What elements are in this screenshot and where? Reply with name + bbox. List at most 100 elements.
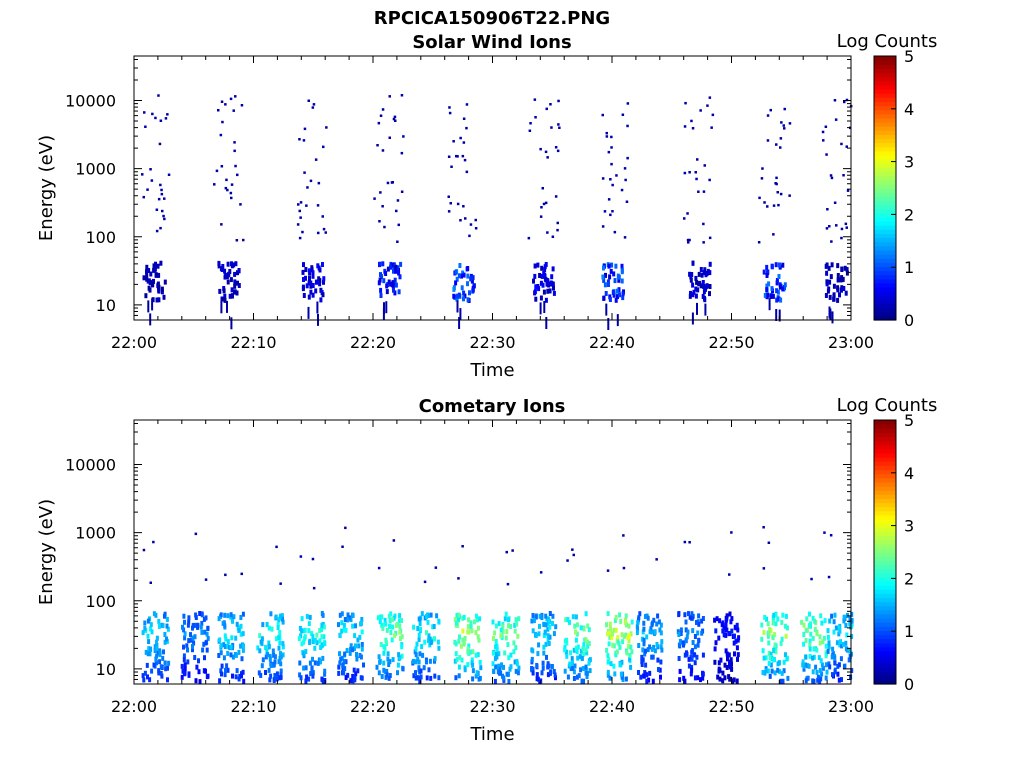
colorbar-swatch [874, 89, 896, 94]
spectrogram-cell [340, 655, 344, 661]
spectrogram-cell [782, 668, 786, 674]
spectrogram-cell [148, 677, 152, 683]
spectrogram-cell [772, 204, 776, 207]
spectrogram-cell [349, 678, 353, 684]
spectrogram-cell [504, 635, 508, 641]
colorbar-swatch [874, 481, 896, 487]
spectrogram-cell [704, 272, 708, 278]
spectrogram-cell [415, 641, 419, 647]
spectrogram-cell [850, 623, 854, 629]
spectrogram-cell [777, 274, 781, 279]
spectrogram-cell [307, 280, 311, 286]
spectrogram-cell [651, 678, 655, 684]
spectrogram-cell [452, 286, 456, 292]
spectrogram-cell [311, 634, 315, 640]
spectrogram-cell [688, 171, 691, 174]
spectrogram-cell [605, 131, 608, 135]
spectrogram-cell [802, 641, 806, 647]
spectrogram-cell [837, 677, 841, 683]
spectrogram-cell [316, 263, 320, 269]
spectrogram-cell [611, 210, 614, 213]
spectrogram-cell [145, 662, 149, 668]
spectrogram-cell [775, 297, 779, 303]
spectrogram-cell [607, 198, 611, 201]
spectrogram-cell [224, 573, 227, 577]
colorbar-swatch [874, 473, 896, 479]
spectrogram-cell [418, 651, 422, 657]
spectrogram-cell [544, 641, 548, 647]
spectrogram-cell [767, 650, 771, 656]
spectrogram-cell [474, 673, 478, 679]
spectrogram-cell [232, 614, 236, 620]
spectrogram-cell [581, 666, 585, 671]
spectrogram-cell [564, 617, 568, 623]
colorbar-swatch [874, 539, 896, 545]
spectrogram-cell [587, 660, 591, 666]
spectrogram-cell [566, 617, 570, 623]
spectrogram-cell [840, 236, 843, 240]
spectrogram-cell [239, 623, 243, 629]
spectrogram-cell [467, 643, 471, 649]
spectrogram-cell [818, 634, 822, 640]
spectrogram-cell [528, 129, 532, 132]
spectrogram-cell [387, 675, 391, 681]
colorbar-swatch [874, 547, 896, 553]
spectrogram-cell [477, 676, 481, 682]
spectrogram-cell [620, 269, 624, 275]
spectrogram-cell [536, 284, 540, 289]
spectrogram-cell [454, 280, 458, 286]
spectrogram-cell [389, 630, 393, 635]
spectrogram-cell [466, 297, 470, 303]
spectrogram-cell [639, 674, 643, 680]
spectrogram-cell [627, 633, 631, 639]
spectrogram-cell [620, 632, 624, 638]
spectrogram-cell [353, 677, 357, 683]
spectrogram-cell [343, 666, 347, 672]
colorbar-swatch [874, 580, 896, 586]
spectrogram-cell [815, 629, 819, 635]
colorbar-swatch [874, 146, 896, 152]
colorbar-tick-label: 3 [904, 517, 914, 536]
spectrogram-cell [771, 620, 775, 626]
spectrogram-cell [770, 286, 774, 292]
colorbar-swatch [874, 444, 896, 450]
spectrogram-cell [152, 540, 155, 544]
spectrogram-cell [378, 659, 382, 665]
colorbar-swatch [874, 457, 896, 462]
spectrogram-cell [607, 318, 610, 330]
spectrogram-cell [459, 219, 462, 222]
spectrogram-cell [462, 272, 466, 278]
spectrogram-cell [766, 139, 770, 142]
spectrogram-cell [229, 652, 233, 658]
colorbar-swatch [874, 142, 896, 148]
spectrogram-cell [226, 261, 230, 267]
spectrogram-cell [497, 651, 501, 657]
solar-wind-colorbar-label: Log Counts [837, 31, 938, 52]
spectrogram-cell [163, 632, 167, 637]
spectrogram-cell [381, 149, 385, 152]
spectrogram-cell [311, 270, 315, 276]
spectrogram-cell [840, 266, 844, 272]
spectrogram-cell [354, 671, 358, 677]
spectrogram-cell [811, 669, 815, 675]
colorbar-swatch [874, 436, 896, 442]
spectrogram-cell [824, 653, 828, 659]
spectrogram-cell [552, 290, 556, 296]
spectrogram-cell [607, 282, 610, 287]
spectrogram-cell [149, 622, 153, 628]
spectrogram-cell [721, 628, 725, 634]
y-tick-label: 10 [96, 296, 116, 315]
spectrogram-cell [162, 294, 166, 300]
spectrogram-cell [554, 624, 558, 630]
spectrogram-cell [616, 635, 620, 641]
spectrogram-cell [437, 645, 441, 651]
spectrogram-cell [273, 659, 277, 665]
colorbar-tick-label: 4 [904, 464, 914, 483]
spectrogram-cell [354, 643, 357, 649]
spectrogram-cell [695, 177, 698, 181]
spectrogram-cell [229, 644, 233, 650]
spectrogram-cell [502, 664, 505, 670]
spectrogram-cell [584, 667, 588, 673]
spectrogram-cell [152, 278, 155, 284]
spectrogram-cell [280, 613, 284, 619]
